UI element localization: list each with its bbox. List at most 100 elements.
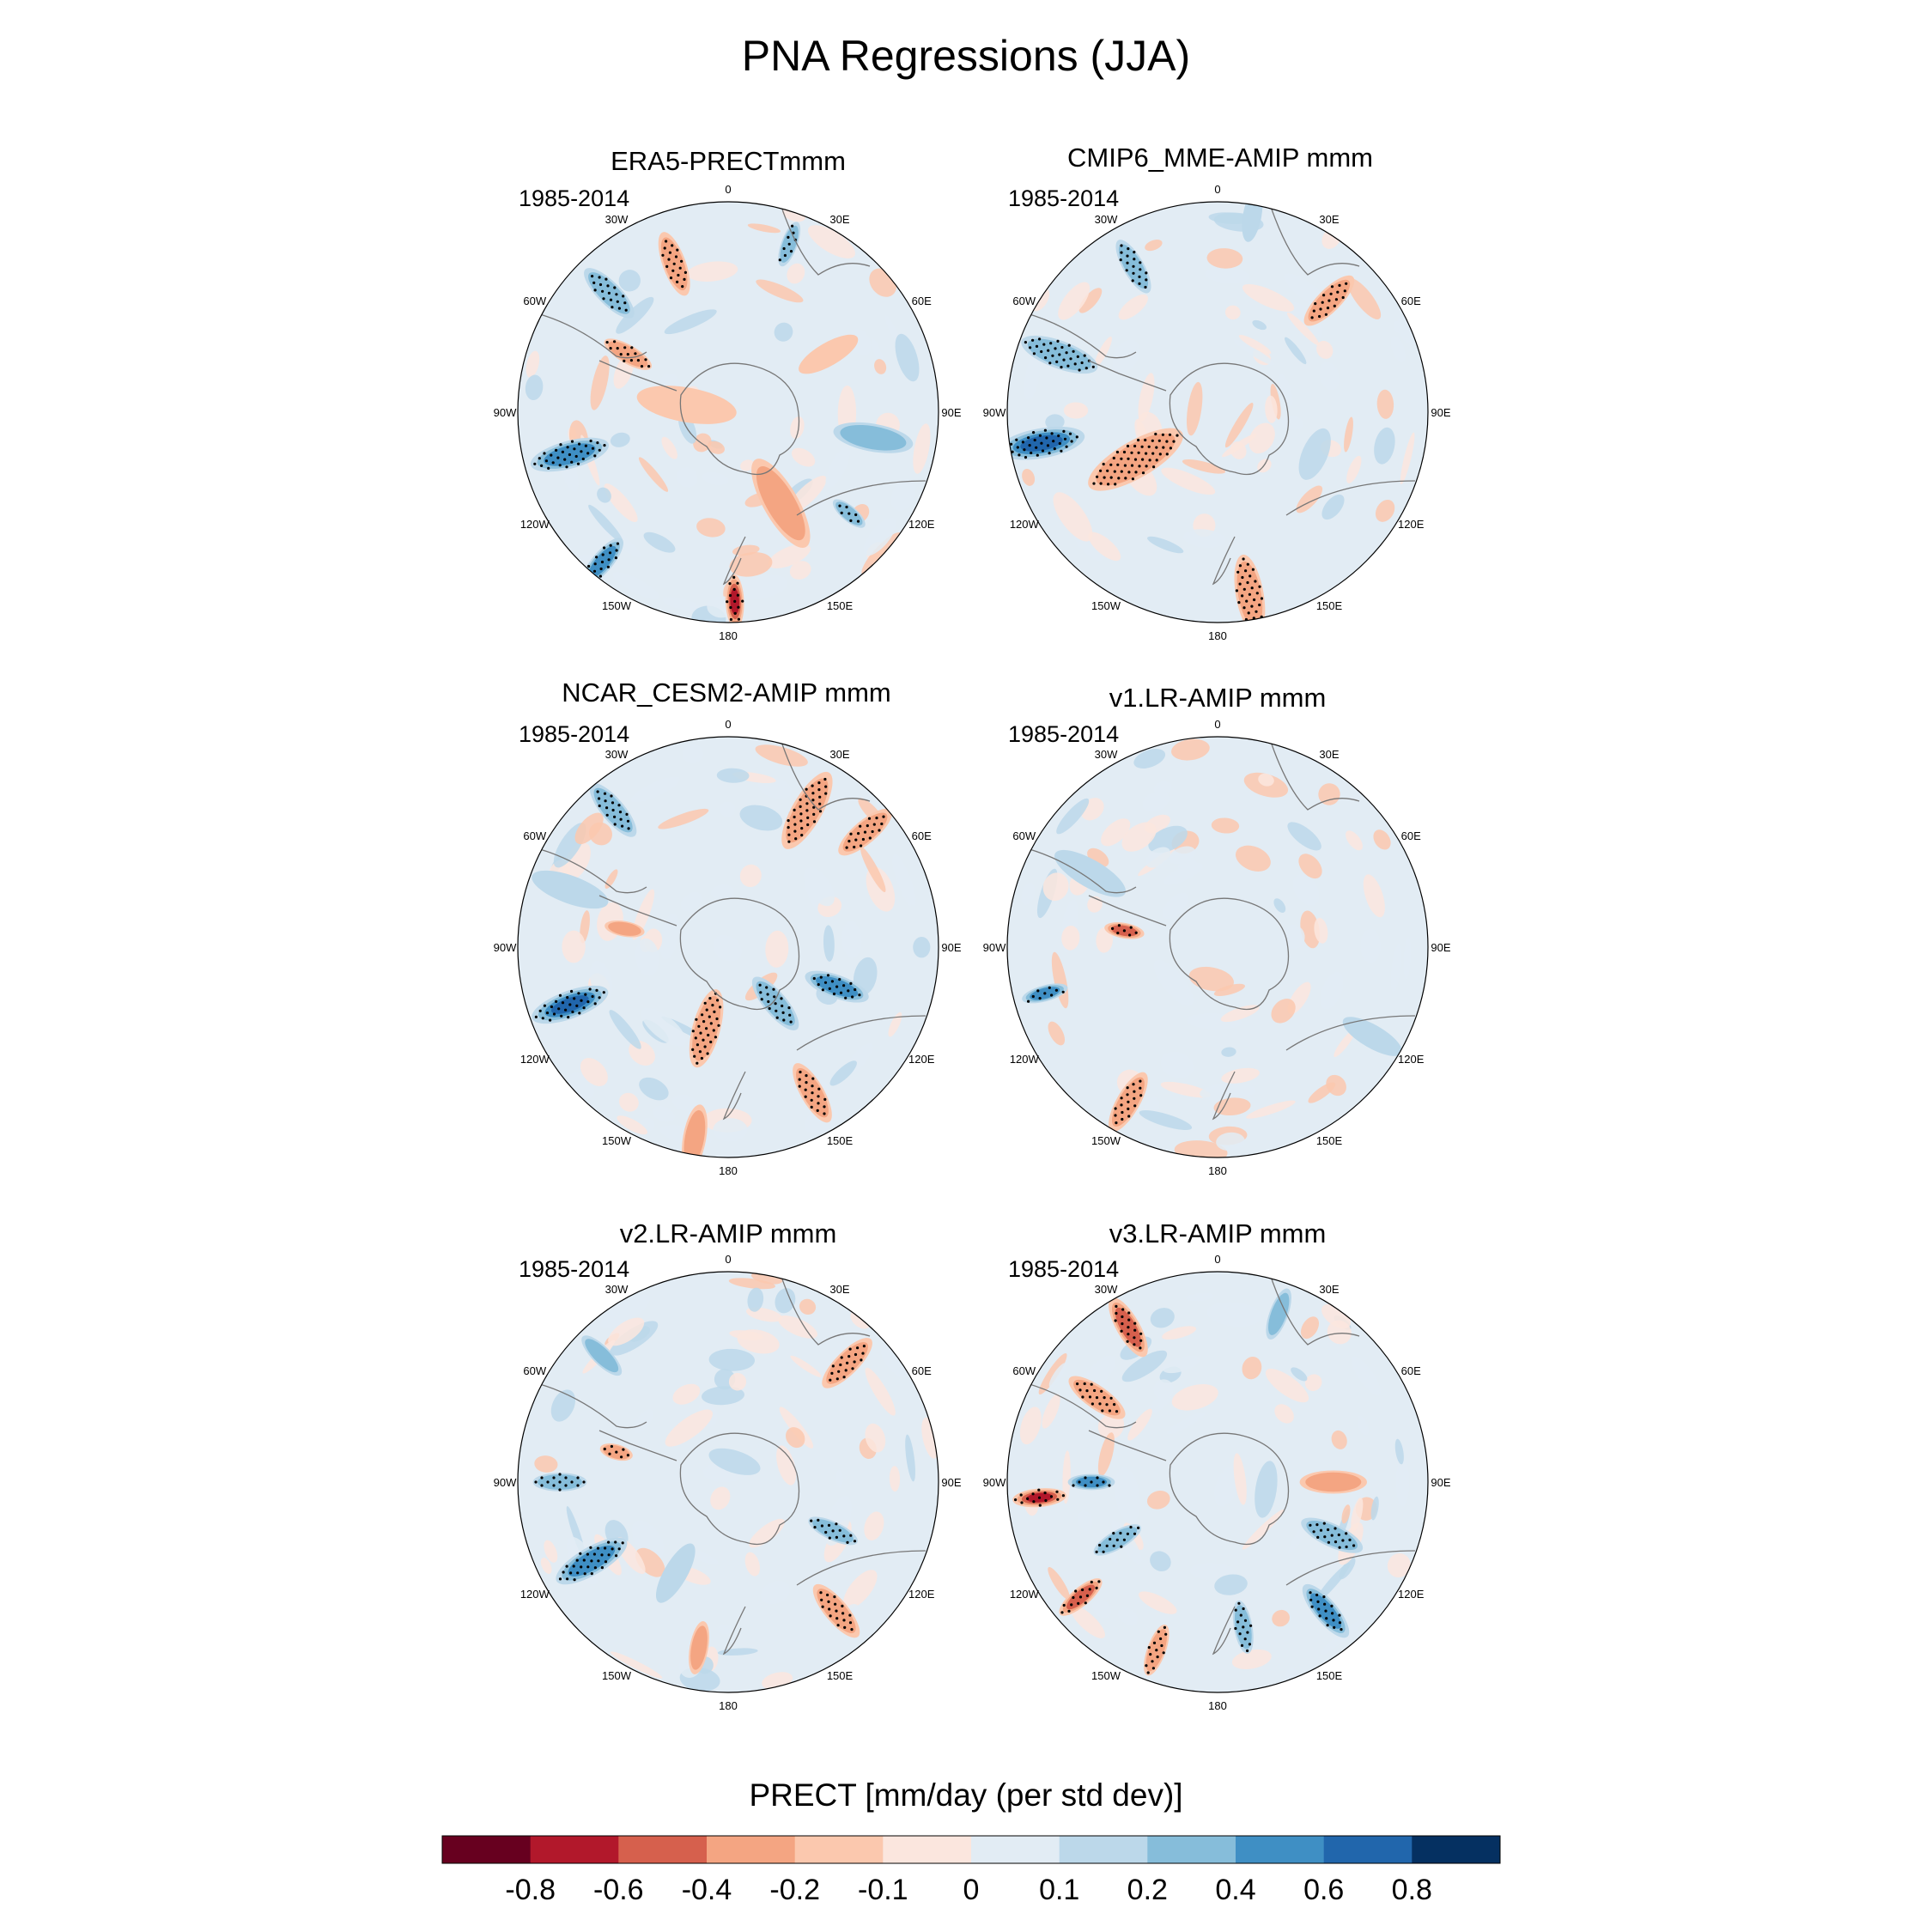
stipple-dot — [1031, 994, 1035, 999]
stipple-dot — [1133, 1328, 1137, 1332]
field-anomaly — [1224, 305, 1241, 320]
stipple-dot — [1128, 933, 1132, 937]
longitude-label: 0 — [725, 718, 731, 731]
panel-period-cmip6: 1985-2014 — [1008, 185, 1120, 211]
field-anomaly — [1182, 459, 1226, 474]
stipple-dot — [1145, 278, 1148, 282]
stipple-dot — [1129, 1525, 1133, 1529]
field-anomaly — [580, 910, 590, 944]
stipple-dot — [782, 1018, 786, 1022]
stipple-dot — [726, 600, 729, 604]
anomaly-feature — [689, 989, 724, 1068]
field-anomaly — [562, 930, 586, 963]
longitude-label: 180 — [1208, 1164, 1227, 1177]
stipple-dot — [669, 276, 673, 280]
field-anomaly — [1287, 822, 1321, 851]
field-anomaly — [1091, 1599, 1112, 1619]
stipple-dot — [716, 999, 720, 1002]
stipple-dot — [1127, 457, 1130, 460]
anomaly-feature — [751, 976, 799, 1030]
stipple-dot — [842, 1619, 846, 1622]
stipple-dot — [823, 981, 828, 984]
field-anomaly — [1166, 1412, 1206, 1435]
stipple-dot — [1133, 444, 1137, 448]
longitude-label: 30W — [1095, 1283, 1118, 1296]
africa-outline — [779, 202, 871, 276]
stipple-dot — [833, 1595, 836, 1599]
stipple-dot — [608, 551, 612, 555]
stipple-dot — [1095, 1550, 1098, 1553]
stipple-dot — [1341, 1539, 1345, 1542]
stipple-dot — [1241, 575, 1244, 580]
stipple-dot — [1108, 1484, 1111, 1487]
longitude-label: 180 — [719, 1699, 738, 1712]
field-anomaly — [1249, 422, 1275, 454]
longitude-label: 90W — [494, 406, 517, 419]
stipple-dot — [585, 579, 589, 582]
stipple-dot — [767, 999, 770, 1004]
stipple-dot — [582, 1006, 586, 1010]
anomaly-feature — [751, 459, 811, 549]
stipple-dot — [733, 611, 737, 616]
stipple-dot — [1102, 1480, 1105, 1484]
stipple-dot — [1145, 452, 1148, 455]
stipple-dot — [1121, 1315, 1124, 1319]
field-anomaly — [1271, 999, 1296, 1024]
stipple-dot — [1126, 1340, 1129, 1343]
stipple-dot — [640, 365, 644, 368]
stipple-dot — [787, 840, 791, 843]
stipple-dot — [546, 1480, 550, 1484]
field-anomaly — [1265, 1369, 1309, 1403]
longitude-label: 90W — [983, 1476, 1006, 1489]
field-anomaly — [574, 812, 604, 845]
peninsula-outline — [1088, 360, 1167, 392]
stipple-dot — [828, 1536, 831, 1540]
field-anomaly — [664, 309, 717, 335]
stipple-dot — [584, 993, 587, 996]
stipple-dot — [854, 838, 858, 841]
longitude-label: 150W — [1091, 599, 1121, 612]
field-anomaly — [1118, 294, 1149, 320]
stipple-dot — [668, 251, 672, 254]
stipple-dot — [806, 816, 810, 820]
stipple-dot — [717, 1024, 720, 1027]
field-anomaly — [1088, 532, 1121, 562]
stipple-dot — [1151, 1660, 1154, 1663]
stipple-dot — [1148, 459, 1151, 462]
stipple-dot — [604, 799, 607, 803]
stipple-dot — [562, 1571, 565, 1574]
stipple-dot — [611, 801, 615, 805]
field-anomaly — [1357, 1415, 1370, 1436]
stipple-dot — [569, 1571, 573, 1575]
australia-outline — [1285, 480, 1416, 516]
stipple-dot — [538, 457, 541, 460]
stipple-dot — [557, 1007, 561, 1011]
longitude-label: 90W — [983, 941, 1006, 954]
stipple-dot — [824, 1530, 828, 1534]
anomaly-feature — [1022, 983, 1068, 1004]
stipple-dot — [853, 845, 856, 849]
stipple-dot — [793, 815, 796, 819]
longitude-label: 90E — [1431, 406, 1450, 419]
field-anomaly — [1281, 416, 1304, 430]
stipple-dot — [605, 813, 609, 817]
stipple-dot — [607, 1553, 611, 1557]
stipple-dot — [545, 1012, 550, 1015]
stipple-dot — [1256, 622, 1261, 623]
stipple-dot — [819, 1591, 823, 1595]
field-anomaly — [1042, 872, 1069, 902]
anomaly-feature — [805, 970, 869, 1003]
stipple-dot — [576, 462, 580, 465]
longitude-label: 150E — [827, 599, 854, 612]
field-anomaly — [803, 867, 835, 907]
stipple-dot — [551, 461, 555, 465]
stipple-dot — [1049, 1495, 1054, 1498]
field-anomaly — [1077, 1510, 1093, 1531]
stipple-dot — [593, 562, 597, 566]
field-anomaly — [1146, 1491, 1170, 1510]
field-anomaly — [790, 416, 805, 439]
field-anomaly — [1360, 928, 1382, 963]
stipple-dot — [812, 805, 816, 809]
stipple-dot — [816, 1109, 819, 1112]
longitude-label: 90W — [983, 406, 1006, 419]
